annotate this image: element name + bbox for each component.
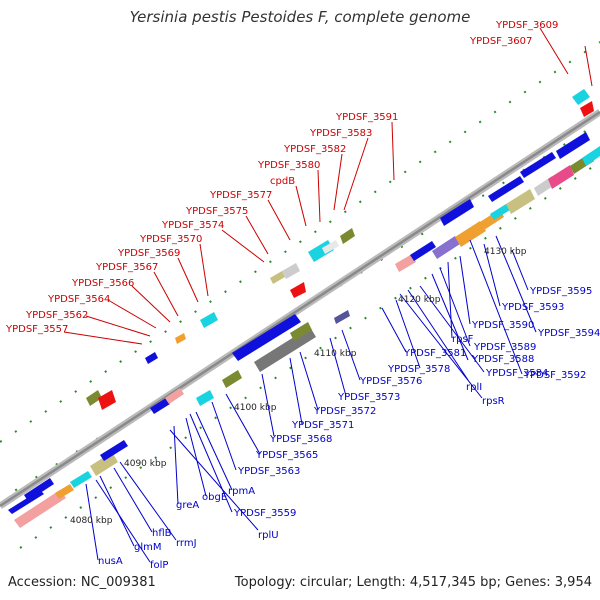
tick-4090: 4090 kbp [124,459,167,469]
gene-label: folP [150,560,168,571]
gene-label: YPDSF_3577 [209,190,272,201]
gene-label: rpsF [452,334,474,345]
gene-label: YPDSF_3571 [291,420,354,431]
gene-label: YPDSF_3589 [473,342,536,353]
gene-label: glmM [134,542,162,553]
gene-label: YPDSF_3559 [233,508,296,519]
gene-label: YPDSF_3592 [523,370,586,381]
gene-label: YPDSF_3573 [337,392,400,403]
topology-label: Topology: circular; Length: 4,517,345 bp… [234,575,592,590]
gene-label: YPDSF_3570 [139,234,202,245]
gene-label: YPDSF_3581 [403,348,466,359]
tick-4080: 4080 kbp [70,516,113,526]
lower-leader-lines [85,235,537,563]
tick-4130: 4130 kbp [484,247,527,257]
lower-gene-labels: YPDSF_3595 YPDSF_3593 YPDSF_3594 YPDSF_3… [98,286,600,571]
genome-backbone-core [0,110,600,508]
gene-label: YPDSF_3574 [161,220,224,231]
gene-label: YPDSF_3588 [471,354,534,365]
gene-label: YPDSF_3584 [485,368,548,379]
gene-label: YPDSF_3593 [501,302,564,313]
gene-label: YPDSF_3583 [309,128,372,139]
upper-gene-features [86,89,594,410]
gene-label: nusA [98,556,123,567]
tick-4110: 4110 kbp [314,349,357,359]
gene-label: YPDSF_3569 [117,248,180,259]
upper-dotted-guide [0,41,600,443]
gene-label: YPDSF_3557 [5,324,68,335]
gene-label: YPDSF_3563 [237,466,300,477]
accession-label: Accession: NC_009381 [8,575,156,590]
gene-label: greA [176,500,199,511]
gene-label: YPDSF_3575 [185,206,248,217]
gene-label: cpdB [270,176,295,187]
gene-label: YPDSF_3580 [257,160,320,171]
kbp-ticks: 4080 kbp 4090 kbp 4100 kbp 4110 kbp 4120… [70,247,527,526]
upper-gene-labels: YPDSF_3609 YPDSF_3607 YPDSF_3591 YPDSF_3… [5,20,558,335]
gene-label: YPDSF_3572 [313,406,376,417]
gene-label: hflB [152,528,172,539]
gene-features [8,132,600,528]
tick-4100: 4100 kbp [234,403,277,413]
gene-label: YPDSF_3565 [255,450,318,461]
gene-label: rrmJ [176,538,197,549]
tick-4120: 4120 kbp [398,295,441,305]
gene-label: YPDSF_3567 [95,262,158,273]
gene-label: YPDSF_3590 [471,320,534,331]
upper-leader-lines [63,27,593,345]
gene-label: rplU [258,530,279,541]
gene-label: YPDSF_3576 [359,376,422,387]
gene-label: YPDSF_3564 [47,294,110,305]
gene-label: YPDSF_3591 [335,112,398,123]
gene-label: YPDSF_3609 [495,20,558,31]
gene-label: rplI [466,382,482,393]
gene-label: YPDSF_3582 [283,144,346,155]
gene-label: YPDSF_3566 [71,278,134,289]
gene-label: YPDSF_3595 [529,286,592,297]
gene-label: YPDSF_3578 [387,364,450,375]
gene-label: YPDSF_3594 [537,328,600,339]
gene-label: YPDSF_3562 [25,310,88,321]
gene-label: YPDSF_3607 [469,36,532,47]
gene-label: obgE [202,492,227,503]
gene-label: rpsR [482,396,505,407]
gene-label: YPDSF_3568 [269,434,332,445]
gene-label: rpmA [228,486,255,497]
map-title: Yersinia pestis Pestoides F, complete ge… [129,8,471,26]
